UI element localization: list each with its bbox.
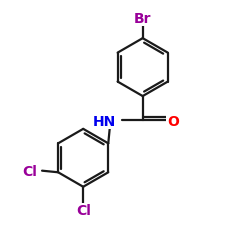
- Text: Cl: Cl: [76, 204, 91, 218]
- Text: HN: HN: [92, 115, 116, 129]
- Text: O: O: [167, 115, 179, 129]
- Text: Br: Br: [134, 12, 152, 26]
- Text: Cl: Cl: [22, 165, 37, 179]
